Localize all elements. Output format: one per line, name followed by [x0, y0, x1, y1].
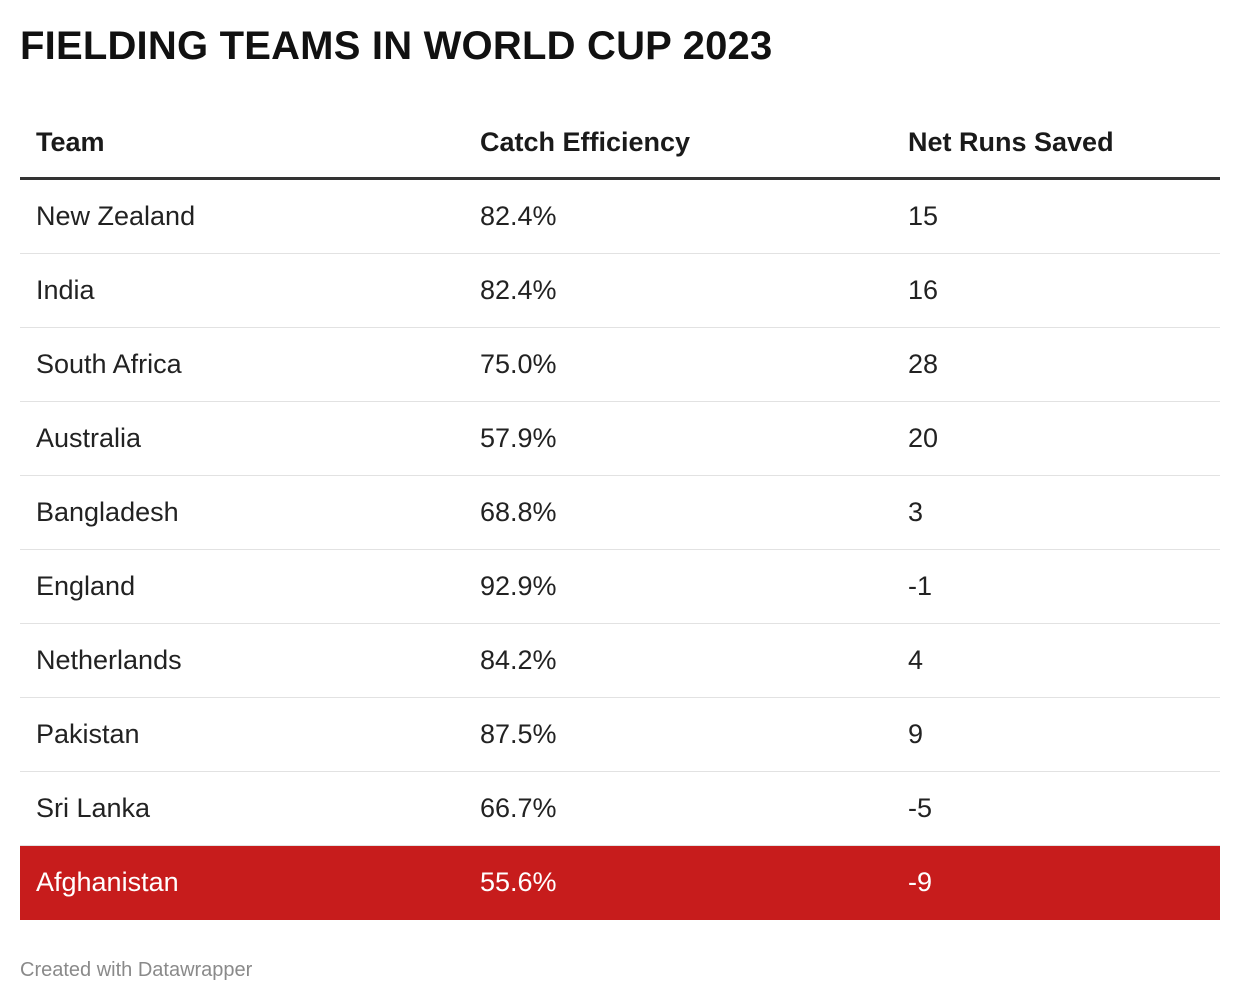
catch-efficiency-cell: 68.8%	[464, 475, 892, 550]
fielding-table: Team Catch Efficiency Net Runs Saved New…	[20, 107, 1220, 920]
table-row: Pakistan 87.5% 9	[20, 697, 1220, 772]
table-row: Australia 57.9% 20	[20, 401, 1220, 476]
team-cell: Pakistan	[20, 697, 464, 772]
net-runs-saved-cell: -5	[892, 771, 1220, 846]
table-row: Afghanistan 55.6% -9	[20, 845, 1220, 920]
table-row: New Zealand 82.4% 15	[20, 178, 1220, 254]
chart-title: FIELDING TEAMS IN WORLD CUP 2023	[20, 24, 773, 68]
catch-efficiency-cell: 82.4%	[464, 178, 892, 254]
table-body: New Zealand 82.4% 15 India 82.4% 16 South Afri…	[20, 178, 1220, 920]
team-cell: England	[20, 549, 464, 624]
net-runs-saved-cell: 9	[892, 697, 1220, 772]
catch-efficiency-cell: 84.2%	[464, 623, 892, 698]
column-header-catch-efficiency[interactable]: Catch Efficiency	[464, 107, 892, 180]
table-header-row: Team Catch Efficiency Net Runs Saved	[20, 107, 1220, 180]
net-runs-saved-cell: 20	[892, 401, 1220, 476]
column-header-net-runs-saved[interactable]: Net Runs Saved	[892, 107, 1220, 180]
team-cell: Bangladesh	[20, 475, 464, 550]
catch-efficiency-cell: 87.5%	[464, 697, 892, 772]
net-runs-saved-cell: 4	[892, 623, 1220, 698]
footer-credit: Created with Datawrapper	[20, 959, 253, 981]
team-cell: Australia	[20, 401, 464, 476]
net-runs-saved-cell: 16	[892, 253, 1220, 328]
team-cell: New Zealand	[20, 178, 464, 254]
catch-efficiency-cell: 66.7%	[464, 771, 892, 846]
table-row: Sri Lanka 66.7% -5	[20, 771, 1220, 846]
catch-efficiency-cell: 55.6%	[464, 845, 892, 920]
table-row: India 82.4% 16	[20, 253, 1220, 328]
team-cell: Afghanistan	[20, 845, 464, 920]
net-runs-saved-cell: -9	[892, 845, 1220, 920]
catch-efficiency-cell: 57.9%	[464, 401, 892, 476]
team-cell: Sri Lanka	[20, 771, 464, 846]
catch-efficiency-cell: 92.9%	[464, 549, 892, 624]
column-header-team[interactable]: Team	[20, 107, 464, 180]
net-runs-saved-cell: 15	[892, 178, 1220, 254]
team-cell: South Africa	[20, 327, 464, 402]
team-cell: India	[20, 253, 464, 328]
team-cell: Netherlands	[20, 623, 464, 698]
table-row: England 92.9% -1	[20, 549, 1220, 624]
net-runs-saved-cell: 3	[892, 475, 1220, 550]
table-row: South Africa 75.0% 28	[20, 327, 1220, 402]
catch-efficiency-cell: 75.0%	[464, 327, 892, 402]
net-runs-saved-cell: 28	[892, 327, 1220, 402]
catch-efficiency-cell: 82.4%	[464, 253, 892, 328]
net-runs-saved-cell: -1	[892, 549, 1220, 624]
table-row: Bangladesh 68.8% 3	[20, 475, 1220, 550]
table-row: Netherlands 84.2% 4	[20, 623, 1220, 698]
